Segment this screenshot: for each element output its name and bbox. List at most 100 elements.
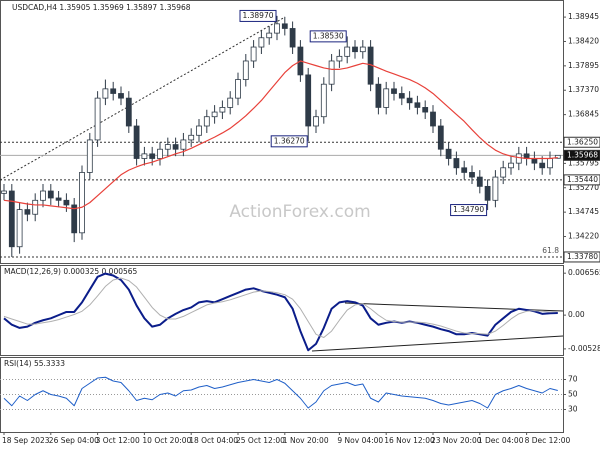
price-label: 1.36250 [567, 137, 598, 146]
y-tick-label: 1.36845 [568, 110, 599, 119]
x-tick-label: 1 Dec 04:00 [478, 436, 524, 445]
candle-body [180, 139, 187, 150]
price-label-box [563, 136, 600, 148]
candle-body [141, 153, 148, 159]
candle-body [258, 37, 265, 48]
candle-body [40, 190, 46, 201]
fib-label: 61.8 [542, 246, 559, 255]
annotation-label: 1.34790 [453, 205, 484, 214]
price-label: 1.35440 [567, 175, 598, 184]
y-tick-label: 1.37370 [568, 85, 599, 94]
candle-body [71, 204, 78, 234]
candle-body [203, 116, 210, 127]
annotation-box [270, 135, 308, 148]
candle-body [274, 23, 280, 34]
candle-body [24, 209, 31, 215]
candle-body [437, 125, 444, 150]
candle-body [133, 125, 140, 159]
x-tick-label: 3 Oct 12:00 [96, 436, 140, 445]
candle-body [149, 153, 156, 159]
candle-body [242, 60, 249, 80]
y-tick-label: 1.38420 [568, 36, 599, 45]
candle-body [266, 32, 273, 39]
x-tick-label: 8 Dec 12:00 [525, 436, 571, 445]
candle-body [55, 197, 62, 201]
y-tick-label: 30 [568, 405, 578, 414]
candle-body [414, 102, 421, 108]
candle-body [164, 144, 171, 150]
candle-body [508, 162, 514, 169]
candle-body [63, 199, 70, 206]
candle-body [313, 116, 319, 127]
annotation-label: 1.38530 [313, 31, 344, 40]
candle-body [484, 185, 491, 201]
series-line [3, 277, 558, 338]
candle-body [406, 97, 413, 104]
candle-body [86, 139, 93, 173]
series-line [3, 376, 558, 409]
candle-body [196, 125, 202, 136]
candle-body [219, 107, 226, 113]
annotation-label: 1.36270 [274, 136, 305, 145]
candle-body [554, 154, 561, 159]
chart-title: USDCAD,H4 1.35905 1.35969 1.35897 1.3596… [12, 3, 191, 12]
candle-body [157, 148, 163, 159]
candle-body [469, 172, 475, 178]
candle-body [8, 190, 15, 248]
candle-body [211, 111, 218, 118]
candle-body [500, 167, 507, 178]
candle-body [453, 158, 460, 169]
candle-body [172, 144, 179, 150]
candle-body [16, 209, 23, 248]
candle-body [289, 28, 296, 48]
candle-body [188, 134, 195, 141]
macd-panel [0, 265, 564, 356]
candle-body [320, 83, 327, 118]
annotation-label: 1.38970 [242, 11, 273, 20]
x-tick-label: 10 Oct 20:00 [142, 436, 191, 445]
candle-body [118, 93, 124, 99]
candle-body [476, 176, 483, 187]
candle-body [531, 158, 538, 164]
price-label-box [563, 174, 600, 186]
annotation-box [309, 30, 347, 43]
x-tick-label: 18 Sep 2023 [2, 436, 50, 445]
candle-body [110, 88, 117, 94]
y-tick-label: 1.34220 [568, 232, 599, 241]
y-tick-label: 50 [568, 390, 578, 399]
candle-body [547, 158, 553, 169]
y-tick-label: -0.005283 [568, 344, 600, 353]
y-tick-label: 0.00 [568, 310, 585, 319]
annotation-box [450, 204, 488, 217]
candle-body [125, 97, 132, 127]
y-tick-label: 1.35270 [568, 183, 599, 192]
y-tick-label: 1.34745 [568, 207, 599, 216]
x-tick-label: 9 Nov 04:00 [337, 436, 383, 445]
x-tick-label: 1 Nov 20:00 [283, 436, 329, 445]
watermark: ActionForex.com [229, 202, 370, 222]
candle-body [32, 199, 39, 215]
candle-body [102, 88, 109, 99]
candle-body [94, 97, 101, 141]
panel-title: RSI(14) 55.3333 [4, 359, 65, 368]
candle-body [383, 88, 390, 108]
candle-body [515, 153, 522, 164]
candle-body [391, 88, 397, 94]
series-line [3, 272, 558, 352]
panel-title: MACD(12,26,9) 0.000325 0.000565 [4, 267, 138, 276]
trend-line [311, 335, 564, 352]
candle-body [461, 167, 468, 173]
price-label: 1.33780 [567, 252, 598, 261]
trend-line [0, 16, 286, 181]
x-tick-label: 16 Nov 12:00 [384, 436, 435, 445]
y-tick-label: 1.38945 [568, 12, 599, 21]
candle-body [250, 46, 257, 62]
y-tick-label: 1.35795 [568, 158, 599, 167]
candle-body [539, 162, 546, 169]
price-label-box [563, 149, 600, 161]
candle-body [492, 176, 499, 201]
x-tick-label: 18 Oct 04:00 [189, 436, 238, 445]
candle-body [305, 74, 312, 127]
candle-body [47, 190, 54, 199]
